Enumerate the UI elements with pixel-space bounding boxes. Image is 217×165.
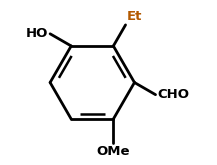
Text: OMe: OMe <box>97 145 130 158</box>
Text: Et: Et <box>127 10 143 23</box>
Text: HO: HO <box>26 27 48 40</box>
Text: CHO: CHO <box>157 88 189 101</box>
